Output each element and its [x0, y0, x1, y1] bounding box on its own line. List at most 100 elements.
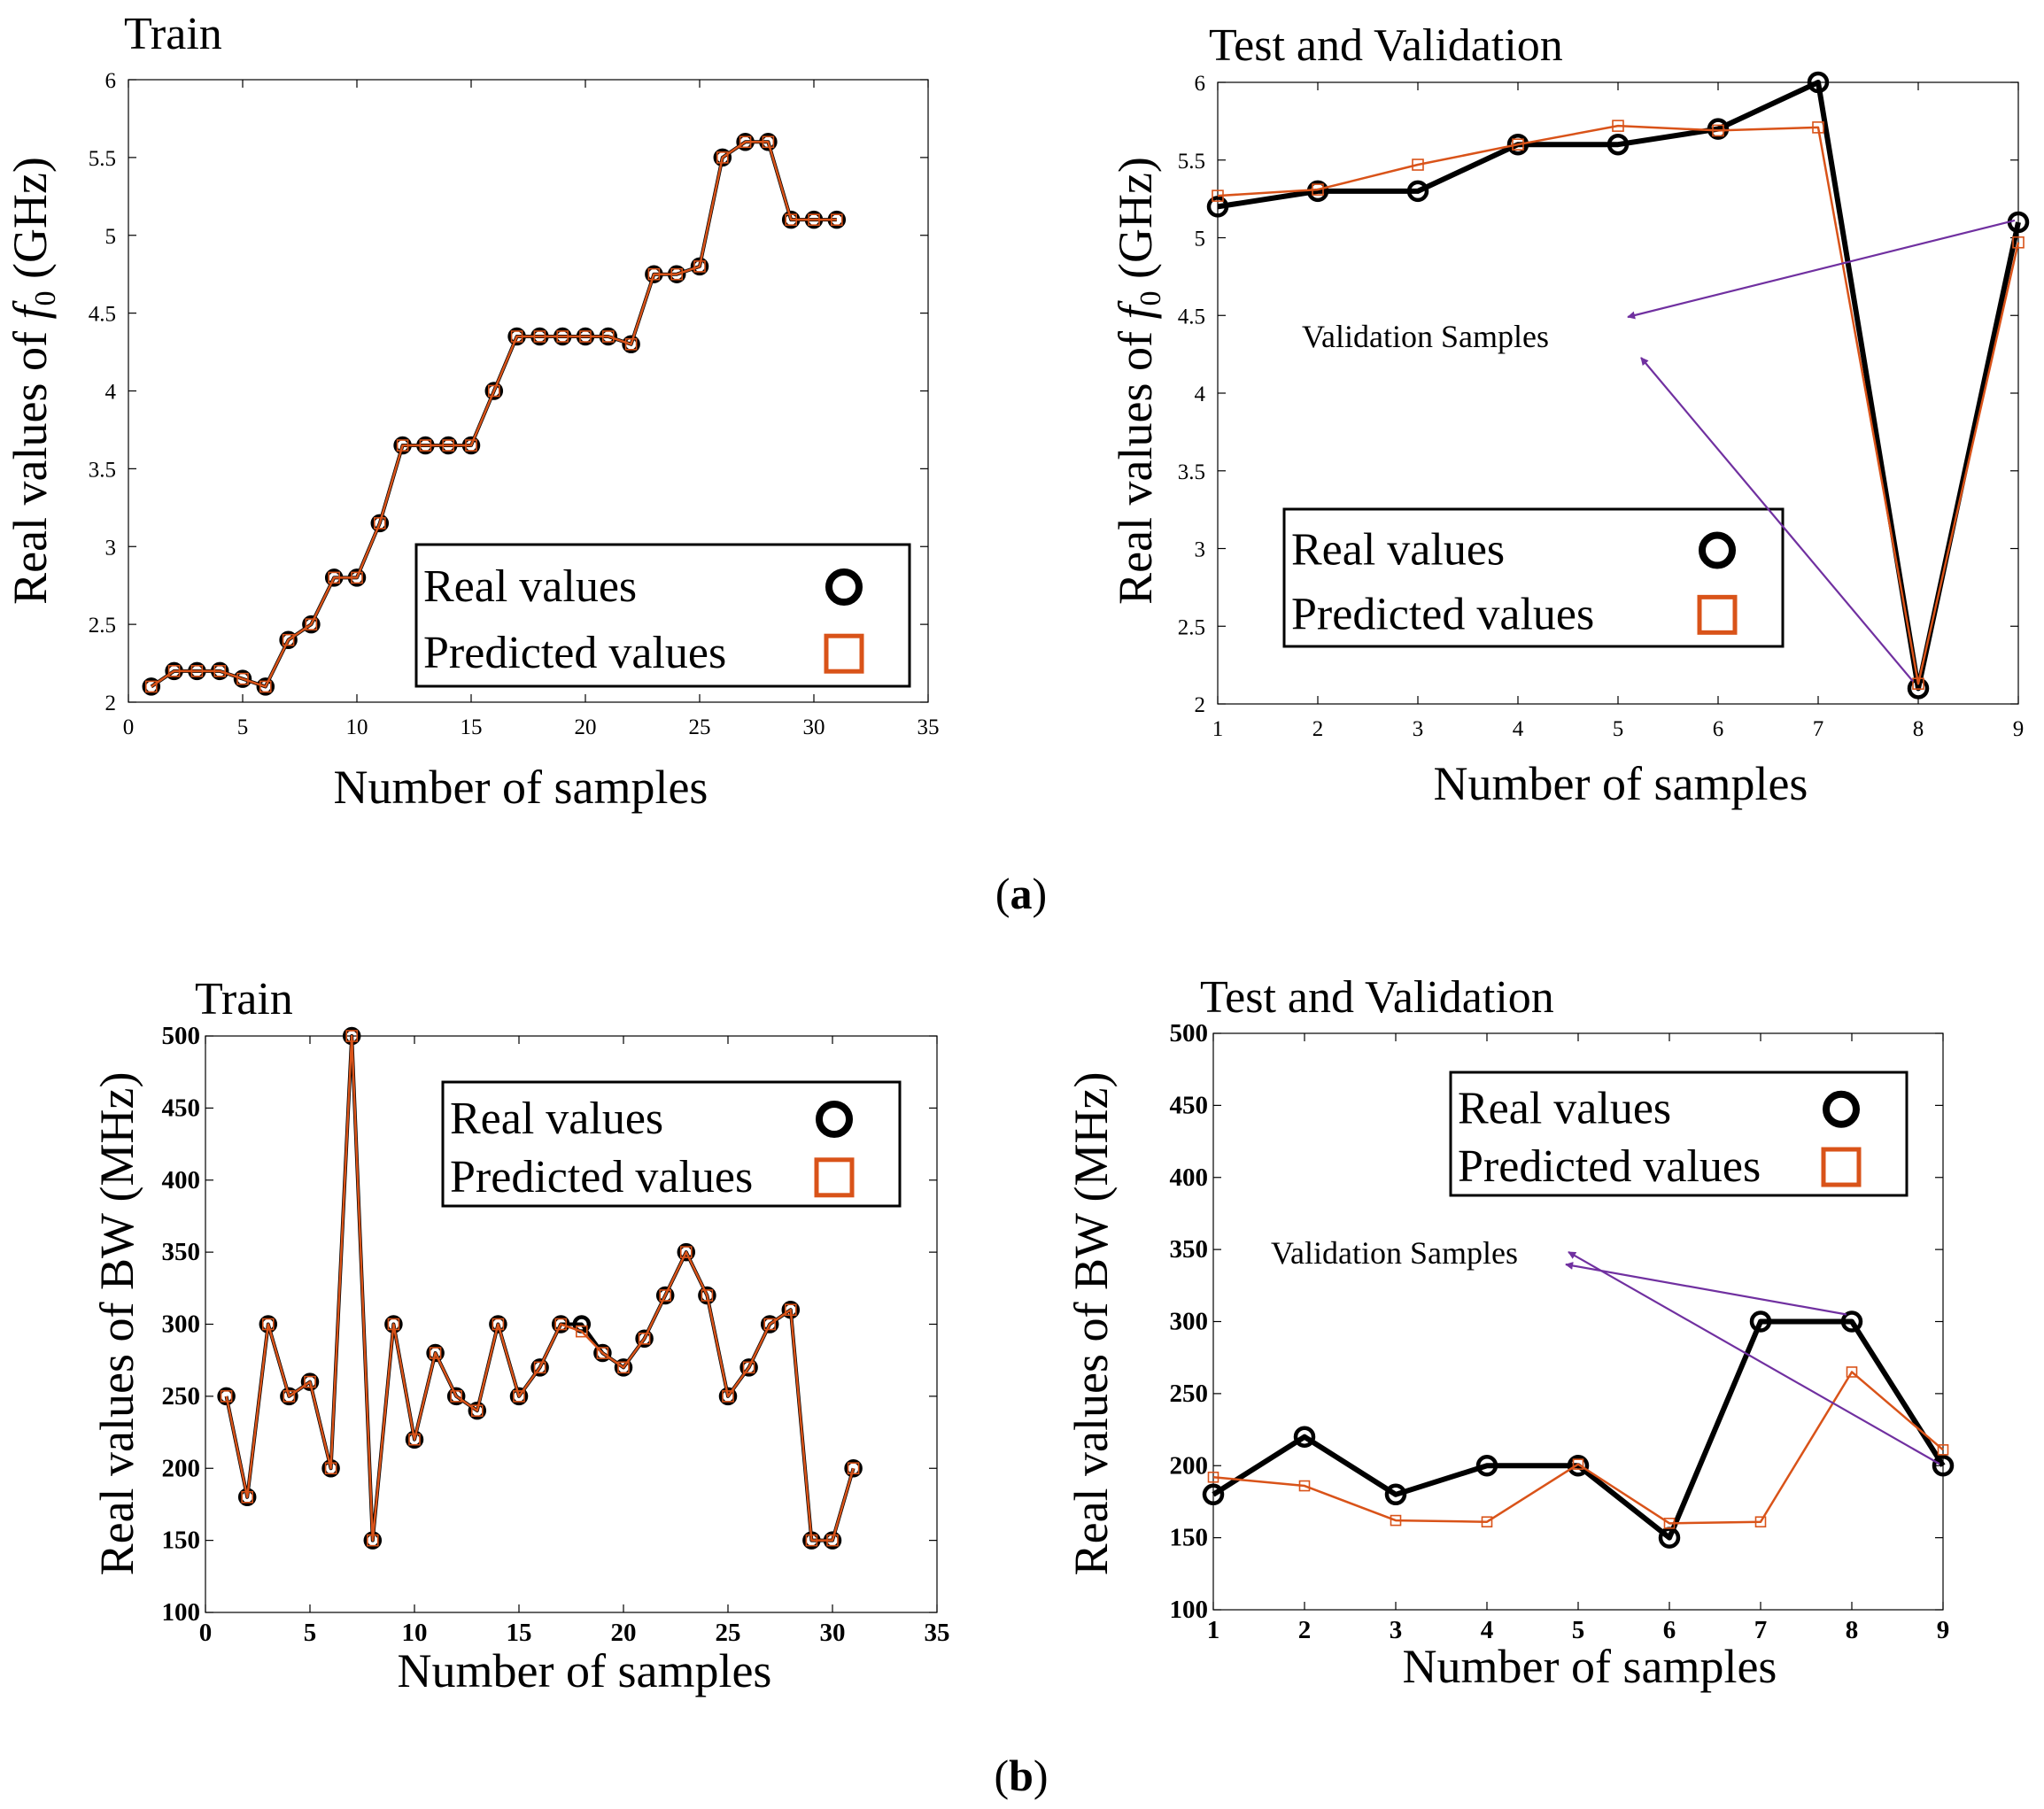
real-value-point	[1202, 1483, 1225, 1506]
x-tick-label: 3	[1413, 717, 1424, 741]
y-tick-label: 100	[162, 1598, 201, 1627]
legend-label-real: Real values	[423, 561, 637, 612]
predicted-value-point	[805, 1534, 818, 1547]
predicted-value-point	[304, 1375, 316, 1388]
legend-marker-real	[1823, 1090, 1860, 1128]
real-values-line	[1212, 1318, 1946, 1541]
y-label-suffix: (GHz)	[4, 157, 57, 290]
predicted-value-point	[345, 1030, 359, 1042]
predicted-value-point	[716, 151, 729, 164]
predicted-value-point	[465, 439, 477, 452]
y-tick-label: 200	[162, 1454, 201, 1482]
real-value-point	[1932, 1455, 1955, 1477]
x-tick-label: 1	[1212, 717, 1224, 741]
x-tick-label: 7	[1813, 717, 1824, 741]
x-axis-label: Number of samples	[398, 1644, 772, 1697]
x-tick-label: 8	[1846, 1616, 1859, 1644]
real-value-point	[677, 1242, 696, 1262]
real-value-point	[655, 1286, 675, 1305]
y-tick-label: 2.5	[1178, 615, 1205, 639]
predicted-value-point	[236, 672, 249, 685]
real-value-point	[468, 1401, 487, 1420]
real-value-point	[280, 1387, 298, 1406]
predicted-value-point	[283, 1390, 296, 1403]
real-value-point	[509, 1387, 529, 1406]
x-tick-label: 4	[1513, 717, 1524, 741]
y-tick-label: 3	[105, 536, 117, 560]
x-tick-label: 35	[917, 715, 940, 739]
predicted-value-point	[419, 439, 432, 452]
real-value-point	[739, 1358, 758, 1377]
predicted-value-point	[324, 1462, 337, 1475]
x-tick-label: 9	[1937, 1616, 1950, 1644]
predicted-value-point	[575, 1325, 588, 1338]
predicted-value-point	[442, 439, 455, 452]
predicted-values-line	[1217, 124, 2020, 685]
x-tick-label: 25	[689, 715, 711, 739]
predicted-value-point	[259, 680, 272, 693]
x-tick-label: 4	[1481, 1616, 1494, 1644]
real-value-point	[1840, 1310, 1863, 1333]
real-value-point	[256, 677, 275, 696]
x-tick-label: 30	[820, 1619, 846, 1647]
real-value-point	[713, 148, 732, 167]
predicted-value-point	[1937, 1444, 1949, 1456]
real-value-point	[698, 1286, 716, 1305]
x-tick-label: 6	[1713, 717, 1724, 741]
x-tick-label: 9	[2013, 717, 2025, 741]
predicted-value-point	[167, 665, 181, 677]
y-tick-label: 150	[1170, 1524, 1209, 1552]
y-tick-label: 450	[162, 1094, 201, 1122]
predicted-value-point	[396, 439, 409, 452]
y-tick-label: 5.5	[1178, 150, 1205, 174]
real-value-point	[622, 335, 640, 354]
predicted-value-point	[1412, 158, 1424, 171]
y-tick-label: 4.5	[1178, 305, 1205, 329]
real-value-point	[1506, 133, 1529, 156]
legend-marker-predicted	[814, 1157, 855, 1198]
real-value-point	[279, 630, 298, 649]
predicted-value-point	[429, 1347, 442, 1359]
predicted-value-point	[624, 337, 638, 351]
real-value-point	[142, 677, 161, 696]
predicted-value-point	[510, 330, 523, 343]
predicted-value-point	[1846, 1366, 1858, 1378]
legend-box	[1449, 1071, 1909, 1197]
x-tick-label: 25	[716, 1619, 741, 1647]
x-tick-label: 35	[925, 1619, 950, 1647]
predicted-value-point	[556, 330, 569, 343]
y-tick-label: 2	[105, 692, 117, 715]
legend-label-predicted: Predicted values	[423, 628, 726, 678]
real-value-point	[1384, 1483, 1407, 1506]
real-value-point	[1293, 1426, 1316, 1448]
y-label-prefix: Real values of BW (MHz)	[1065, 1072, 1118, 1576]
y-label-prefix: Real values of	[1109, 320, 1162, 605]
annotation-label: Validation Samples	[1271, 1235, 1518, 1271]
predicted-value-point	[1207, 1471, 1219, 1483]
y-tick-label: 4	[1195, 383, 1206, 406]
y-label-prefix: Real values of	[4, 320, 57, 605]
x-tick-label: 0	[199, 1619, 213, 1647]
predicted-values-line	[1212, 1371, 1944, 1525]
predicted-value-point	[408, 1433, 421, 1446]
real-value-point	[1707, 118, 1730, 140]
predicted-value-point	[830, 213, 843, 226]
legend-marker-real	[816, 1101, 853, 1138]
predicted-value-point	[826, 1534, 839, 1547]
y-axis-label: Real values of BW (MHz)	[90, 1072, 143, 1576]
annotation-arrow	[1627, 219, 2016, 320]
predicted-value-point	[763, 1318, 777, 1331]
y-label-subscript: 0	[29, 291, 62, 306]
legend-label-real: Real values	[1458, 1084, 1671, 1134]
real-value-point	[1206, 196, 1229, 218]
predicted-values-line	[151, 141, 837, 688]
y-label-prefix: Real values of BW (MHz)	[90, 1072, 143, 1576]
predicted-value-point	[1663, 1518, 1676, 1529]
real-value-point	[530, 1358, 549, 1377]
real-value-point	[300, 1372, 320, 1391]
predicted-value-point	[638, 1332, 651, 1345]
x-tick-label: 20	[611, 1619, 637, 1647]
legend-label-predicted: Predicted values	[450, 1152, 753, 1202]
x-tick-label: 30	[803, 715, 825, 739]
y-tick-label: 400	[1170, 1163, 1209, 1192]
